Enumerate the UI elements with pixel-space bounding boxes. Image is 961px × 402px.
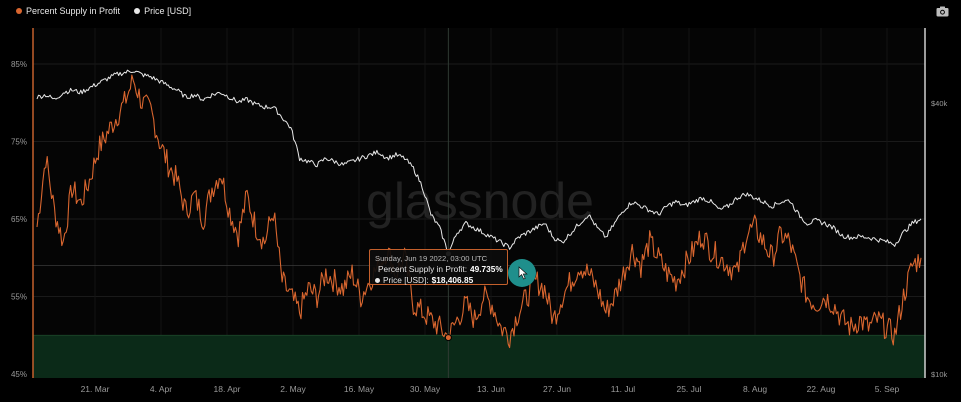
watermark: glassnode xyxy=(366,173,594,229)
x-tick-label: 16. May xyxy=(344,384,375,394)
series-line-price xyxy=(36,69,922,255)
x-tick-label: 5. Sep xyxy=(875,384,900,394)
y-tick-label-left: 45% xyxy=(11,370,27,379)
x-tick-label: 2. May xyxy=(280,384,306,394)
x-tick-label: 30. May xyxy=(410,384,441,394)
tooltip-price-value: $18,406.85 xyxy=(431,275,474,285)
legend-label-supply: Percent Supply in Profit xyxy=(26,6,121,16)
hover-point-supply xyxy=(444,334,452,342)
tooltip-supply-label: Percent Supply in Profit: xyxy=(378,264,468,274)
y-tick-label-right: $40k xyxy=(931,99,948,108)
y-tick-label-left: 65% xyxy=(11,215,27,224)
x-tick-label: 25. Jul xyxy=(676,384,701,394)
axes: 45% 55% 65% 75% 85% 21. Mar 4. Apr 18. Apr 2. Ma… xyxy=(11,28,948,394)
y-tick-label-left: 55% xyxy=(11,293,27,302)
hover-tooltip: Sunday, Jun 19 2022, 03:00 UTC Percent S… xyxy=(369,249,508,285)
y-tick-label-right: $10k xyxy=(931,370,948,379)
tooltip-row-supply: Percent Supply in Profit: 49.735% xyxy=(375,264,503,275)
x-tick-label: 4. Apr xyxy=(150,384,172,394)
tooltip-supply-value: 49.735% xyxy=(470,264,503,274)
x-tick-label: 11. Jul xyxy=(611,384,636,394)
legend-item-supply[interactable]: Percent Supply in Profit xyxy=(16,6,120,16)
profit-threshold-band xyxy=(33,265,925,378)
legend-label-price: Price [USD] xyxy=(144,6,192,16)
tooltip-price-label: Price [USD]: xyxy=(383,275,429,285)
camera-icon[interactable] xyxy=(936,6,949,17)
x-tick-label: 21. Mar xyxy=(81,384,110,394)
mouse-pointer-icon xyxy=(518,266,528,280)
legend: Percent Supply in Profit Price [USD] xyxy=(16,6,191,16)
series-line-supply xyxy=(36,74,922,349)
tooltip-row-price: Price [USD]: $18,406.85 xyxy=(375,275,502,286)
tooltip-dot-price xyxy=(375,278,380,283)
x-tick-label: 18. Apr xyxy=(214,384,241,394)
series-group xyxy=(36,69,922,349)
legend-item-price[interactable]: Price [USD] xyxy=(134,6,191,16)
legend-dot-price xyxy=(134,8,141,14)
threshold-band-rect xyxy=(33,335,925,378)
x-tick-label: 22. Aug xyxy=(807,384,836,394)
x-tick-label: 27. Jun xyxy=(543,384,571,394)
x-tick-label: 8. Aug xyxy=(743,384,767,394)
tooltip-date: Sunday, Jun 19 2022, 03:00 UTC xyxy=(375,254,488,263)
y-tick-label-left: 75% xyxy=(11,138,27,147)
x-tick-label: 13. Jun xyxy=(477,384,505,394)
y-tick-label-left: 85% xyxy=(11,60,27,69)
legend-dot-supply xyxy=(16,8,22,14)
